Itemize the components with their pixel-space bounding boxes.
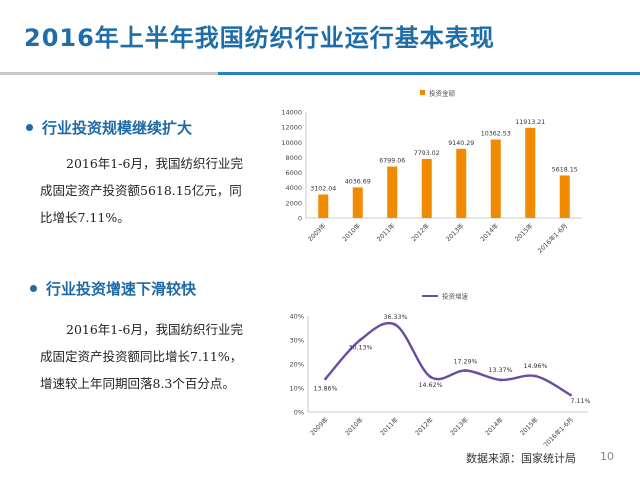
bar-value-label: 4036.69 [345,178,371,185]
bar-value-label: 11913.21 [515,119,545,126]
bar [421,158,432,218]
section1-line-2: 成固定资产投资额5618.15亿元，同 [40,183,242,198]
y-tick-label: 20% [290,361,304,369]
bullet-dot-2 [30,285,37,292]
point-value-label: 36.33% [383,314,407,321]
x-tick-label: 2015年 [518,415,540,437]
y-tick-label: 10000 [281,139,302,147]
x-tick-label: 2013年 [448,415,470,437]
bullet-dot-1 [26,124,33,131]
point-value-label: 13.86% [313,386,337,393]
data-point [569,393,572,397]
bar [456,148,467,218]
legend-label: 投资增速 [442,292,469,301]
y-tick-label: 2000 [285,199,302,207]
bar-value-label: 3102.04 [310,186,336,193]
section1-heading: 行业投资规模继续扩大 [42,119,193,137]
page-number: 10 [600,450,614,463]
y-tick-label: 12000 [281,124,302,132]
y-tick-label: 0 [298,215,302,223]
x-tick-label: 2012年 [413,415,435,437]
x-tick-label: 2014年 [478,221,500,243]
x-tick-label: 2011年 [378,415,400,437]
bar [352,187,363,218]
slide-title: 2016年上半年我国纺织行业运行基本表现 [24,24,495,52]
point-value-label: 13.37% [488,367,512,374]
section1-line-1: 2016年1-6月，我国纺织行业完 [66,156,243,171]
data-point [429,375,432,379]
y-tick-label: 0% [294,409,304,417]
section2-line-1: 2016年1-6月，我国纺织行业完 [66,322,243,337]
section1-line-3: 比增长7.11%。 [40,210,130,225]
series-line [324,322,572,396]
data-point [394,323,397,327]
x-tick-label: 2010年 [343,415,365,437]
data-point [464,369,467,372]
x-tick-label: 2013年 [444,221,466,243]
data-point [359,338,362,342]
x-tick-label: 2012年 [409,221,431,243]
bar-value-label: 7793.02 [414,150,440,157]
bar [559,175,570,218]
y-tick-label: 30% [290,337,304,345]
investment-bar-chart: 投资金额 0 2000 4000 6000 8000 10000 12000 14000 3102… [281,89,582,255]
y-tick-label: 8000 [285,154,302,162]
x-tick-label: 2014年 [483,415,505,437]
x-tick-label: 2016年1-6月 [535,221,569,255]
x-tick-label: 2010年 [340,221,362,243]
section2-line-3: 增速较上年同期回落8.3个百分点。 [40,376,235,391]
bar [490,139,501,218]
y-tick-label: 4000 [285,184,302,192]
legend-label: 投资金额 [429,89,456,98]
point-value-label: 30.13% [348,345,372,352]
x-tick-label: 2016年1-6月 [541,415,575,446]
x-tick-label: 2011年 [375,221,397,243]
section2-line-2: 成固定资产投资额同比增长7.11%， [40,349,243,364]
x-tick-label: 2009年 [308,415,330,437]
bar [525,127,536,218]
point-value-label: 17.29% [453,359,477,366]
data-point [499,378,502,382]
bar [387,166,398,218]
title-rule-grey [0,72,218,75]
growth-line-chart: 投资增速 0% 10% 20% 30% 40% 13.86% 2009年 30.13% 2010年… [290,292,591,447]
point-value-label: 14.62% [418,382,442,389]
bar-value-label: 5618.15 [552,166,578,173]
data-source: 数据来源：国家统计局 [466,452,576,465]
bar [318,194,329,218]
section1-paragraph: 2016年1-6月，我国纺织行业完 成固定资产投资额5618.15亿元，同 比增… [40,150,243,231]
bar-value-label: 6799.06 [379,158,405,165]
x-tick-label: 2009年 [306,221,328,243]
data-point [534,374,537,378]
title-rule-blue [218,72,640,75]
legend-swatch [420,90,425,95]
section2-paragraph: 2016年1-6月，我国纺织行业完 成固定资产投资额同比增长7.11%， 增速较… [40,316,243,397]
bar-value-label: 9140.29 [448,140,474,147]
x-tick-label: 2015年 [513,221,535,243]
point-value-label: 14.96% [523,363,547,370]
point-value-label: 7.11% [570,398,590,405]
section2-heading: 行业投资增速下滑较快 [46,280,197,298]
y-tick-label: 10% [290,385,304,393]
bar-value-label: 10362.53 [481,131,511,138]
y-tick-label: 40% [290,313,304,321]
y-tick-label: 14000 [281,109,302,117]
data-point [324,377,327,381]
y-tick-label: 6000 [285,169,302,177]
